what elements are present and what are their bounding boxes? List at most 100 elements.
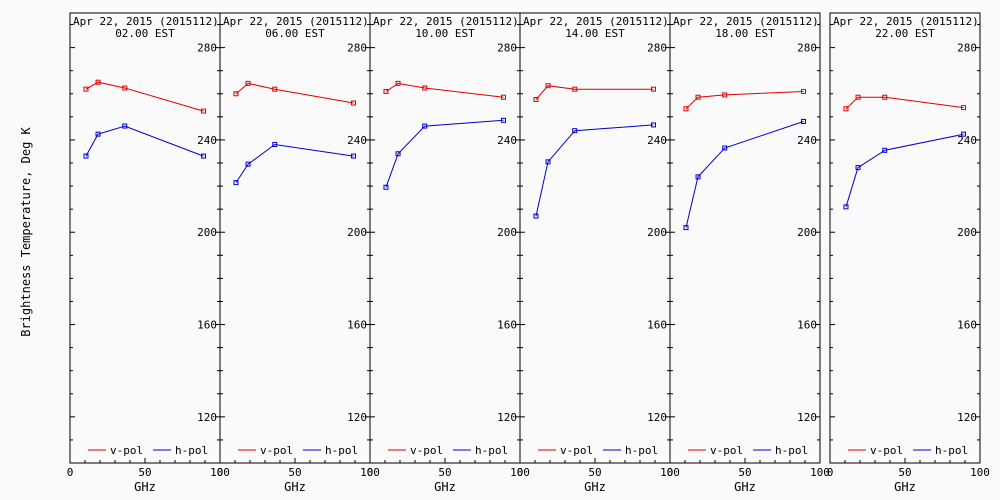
- y-tick-label: 240: [797, 134, 817, 147]
- v-pol-series-point: [95, 79, 101, 85]
- y-tick-label: 200: [197, 226, 217, 239]
- v-pol-series-point: [245, 80, 251, 86]
- h-pol-series-point: [501, 117, 506, 123]
- x-axis-label: GHz: [434, 480, 456, 494]
- h-pol-series-point: [122, 123, 128, 129]
- y-tick-label: 240: [197, 134, 217, 147]
- h-pol-series-point: [651, 122, 656, 128]
- h-pol-series-point: [395, 151, 401, 157]
- v-pol-series-point: [961, 105, 966, 111]
- panel-time: 22.00 EST: [875, 27, 935, 40]
- y-tick-label: 200: [797, 226, 817, 239]
- panel-3: Apr 22, 2015 (2015112)10.00 EST 120 160 200…: [367, 12, 530, 494]
- v-pol-series-point: [383, 88, 389, 94]
- x-tick-label: 100: [510, 466, 530, 479]
- h-pol-series-point: [545, 159, 551, 165]
- panel-title: Apr 22, 2015 (2015112): [223, 15, 369, 28]
- y-tick-label: 160: [647, 319, 667, 332]
- h-pol-series-line: [385, 119, 504, 188]
- legend-v-pol-label: v-pol: [110, 444, 143, 457]
- x-tick-label: 0: [667, 466, 674, 479]
- v-pol-series-point: [695, 94, 701, 100]
- h-pol-series-point: [95, 131, 101, 137]
- legend-h-pol-label: h-pol: [775, 444, 808, 457]
- y-tick-label: 120: [347, 411, 367, 424]
- x-tick-label: 50: [438, 466, 451, 479]
- y-tick-label: 200: [647, 226, 667, 239]
- legend-h-pol-label: h-pol: [625, 444, 658, 457]
- y-tick-label: 120: [497, 411, 517, 424]
- h-pol-series-line: [85, 125, 204, 157]
- x-axis-label: GHz: [134, 480, 156, 494]
- legend-h-pol-label: h-pol: [475, 444, 508, 457]
- v-pol-series-point: [545, 83, 551, 89]
- panel-1: Apr 22, 2015 (2015112)02.00 EST 120 160 200…: [67, 12, 230, 494]
- y-tick-label: 120: [797, 411, 817, 424]
- v-pol-series-line: [535, 85, 654, 100]
- y-tick-label: 200: [497, 226, 517, 239]
- v-pol-series-point: [233, 91, 239, 97]
- y-tick-label: 120: [957, 411, 977, 424]
- h-pol-series-point: [201, 153, 206, 159]
- v-pol-series-point: [843, 106, 849, 112]
- v-pol-series-point: [83, 86, 89, 92]
- h-pol-series-point: [695, 174, 701, 180]
- y-tick-label: 280: [797, 42, 817, 55]
- v-pol-series-point: [272, 86, 278, 92]
- panel-6: Apr 22, 2015 (2015112)22.00 EST 120 160 200…: [827, 12, 990, 494]
- x-tick-label: 100: [360, 466, 380, 479]
- x-tick-label: 0: [827, 466, 834, 479]
- legend-v-pol-label: v-pol: [260, 444, 293, 457]
- x-tick-label: 50: [138, 466, 151, 479]
- x-tick-label: 50: [288, 466, 301, 479]
- legend-h-pol-label: h-pol: [175, 444, 208, 457]
- h-pol-series-point: [572, 128, 578, 134]
- v-pol-series-point: [201, 108, 206, 114]
- h-pol-series-point: [233, 180, 239, 186]
- v-pol-series-point: [572, 86, 578, 92]
- h-pol-series-point: [533, 213, 539, 219]
- legend-v-pol-label: v-pol: [560, 444, 593, 457]
- v-pol-series-line: [235, 82, 354, 104]
- x-tick-label: 50: [898, 466, 911, 479]
- y-tick-label: 240: [347, 134, 367, 147]
- y-tick-label: 240: [957, 134, 977, 147]
- v-pol-series-line: [845, 96, 964, 110]
- legend-v-pol-label: v-pol: [410, 444, 443, 457]
- x-tick-label: 50: [738, 466, 751, 479]
- x-axis-label: GHz: [584, 480, 606, 494]
- v-pol-series-line: [85, 81, 204, 112]
- v-pol-series-point: [122, 85, 128, 91]
- panel-time: 06.00 EST: [265, 27, 325, 40]
- y-tick-label: 280: [197, 42, 217, 55]
- legend-v-pol-label: v-pol: [870, 444, 903, 457]
- y-tick-label: 120: [647, 411, 667, 424]
- v-pol-series-point: [501, 94, 506, 100]
- h-pol-series-point: [383, 184, 389, 190]
- panel-4: Apr 22, 2015 (2015112)14.00 EST 120 160 200…: [517, 12, 680, 494]
- x-tick-label: 0: [517, 466, 524, 479]
- x-tick-label: 100: [810, 466, 830, 479]
- y-tick-label: 280: [497, 42, 517, 55]
- h-pol-series-point: [683, 225, 689, 231]
- x-tick-label: 50: [588, 466, 601, 479]
- y-tick-label: 160: [197, 319, 217, 332]
- panel-5: Apr 22, 2015 (2015112)18.00 EST 120 160 200…: [667, 12, 830, 494]
- v-pol-series-point: [855, 94, 861, 100]
- v-pol-series-point: [351, 100, 356, 106]
- y-axis-label: Brightness Temperature, Deg K: [19, 126, 33, 336]
- x-axis-label: GHz: [284, 480, 306, 494]
- y-tick-label: 240: [647, 134, 667, 147]
- v-pol-series-point: [882, 94, 888, 100]
- panel-time: 02.00 EST: [115, 27, 175, 40]
- v-pol-series-point: [801, 88, 806, 94]
- h-pol-series-line: [685, 121, 804, 228]
- v-pol-series-point: [395, 80, 401, 86]
- panel-title: Apr 22, 2015 (2015112): [673, 15, 819, 28]
- y-tick-label: 160: [957, 319, 977, 332]
- h-pol-series-point: [722, 145, 728, 151]
- x-tick-label: 0: [67, 466, 74, 479]
- panel-title: Apr 22, 2015 (2015112): [73, 15, 219, 28]
- legend-h-pol-label: h-pol: [935, 444, 968, 457]
- y-tick-label: 240: [497, 134, 517, 147]
